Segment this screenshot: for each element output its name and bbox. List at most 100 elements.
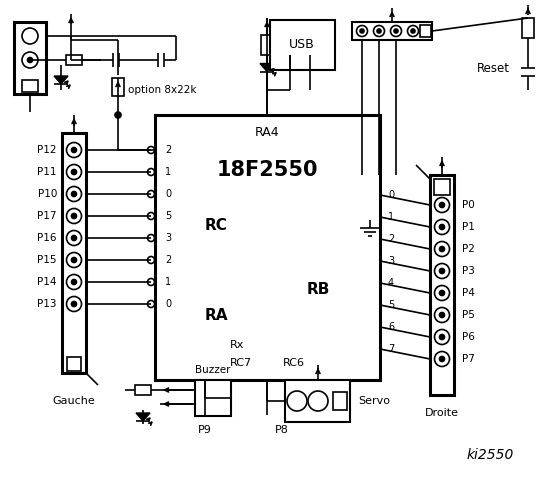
Text: 1: 1: [388, 212, 394, 222]
Text: P0: P0: [462, 200, 474, 210]
Text: P5: P5: [462, 310, 475, 320]
Text: P10: P10: [38, 189, 57, 199]
Circle shape: [411, 29, 415, 33]
Bar: [155, 115, 380, 380]
Text: RC7: RC7: [230, 358, 252, 368]
Text: P14: P14: [38, 277, 57, 287]
Text: P6: P6: [462, 332, 475, 342]
Text: Rx: Rx: [230, 340, 244, 350]
Bar: [430, 175, 454, 395]
Circle shape: [357, 25, 368, 36]
Circle shape: [148, 168, 154, 176]
Text: Droite: Droite: [425, 408, 459, 418]
Text: RA: RA: [205, 308, 228, 323]
Bar: [270, 20, 335, 70]
Text: P16: P16: [38, 233, 57, 243]
Text: 3: 3: [388, 256, 394, 266]
Circle shape: [360, 29, 364, 33]
Text: 5: 5: [165, 211, 171, 221]
Bar: [195, 380, 231, 416]
Circle shape: [148, 146, 154, 154]
Circle shape: [435, 329, 450, 345]
Bar: [112, 78, 124, 96]
Circle shape: [435, 197, 450, 213]
Circle shape: [440, 312, 445, 317]
Circle shape: [435, 264, 450, 278]
Polygon shape: [136, 413, 150, 421]
Text: 18F2550: 18F2550: [217, 160, 318, 180]
Circle shape: [440, 225, 445, 229]
Bar: [352, 22, 432, 40]
Circle shape: [394, 29, 398, 33]
Text: 0: 0: [388, 190, 394, 200]
Circle shape: [435, 219, 450, 235]
Text: P3: P3: [462, 266, 475, 276]
Text: P13: P13: [38, 299, 57, 309]
Circle shape: [115, 112, 121, 118]
Text: 3: 3: [165, 233, 171, 243]
Bar: [333, 392, 347, 410]
Polygon shape: [54, 76, 68, 84]
Circle shape: [66, 143, 81, 157]
Text: 2: 2: [165, 145, 171, 155]
Bar: [434, 179, 450, 195]
Text: Servo: Servo: [358, 396, 390, 406]
Bar: [22, 80, 38, 92]
Circle shape: [390, 25, 401, 36]
Circle shape: [148, 278, 154, 286]
Circle shape: [287, 391, 307, 411]
Circle shape: [435, 308, 450, 323]
Text: USB: USB: [289, 38, 315, 51]
Text: P9: P9: [198, 425, 212, 435]
Circle shape: [28, 58, 33, 62]
Text: Reset: Reset: [477, 61, 510, 74]
Text: 2: 2: [165, 255, 171, 265]
Text: 6: 6: [388, 322, 394, 332]
Circle shape: [71, 192, 76, 196]
Circle shape: [71, 257, 76, 263]
Bar: [522, 18, 534, 38]
Text: ki2550: ki2550: [466, 448, 514, 462]
Circle shape: [66, 297, 81, 312]
Text: 7: 7: [388, 344, 394, 354]
Text: RB: RB: [306, 283, 330, 298]
Circle shape: [377, 29, 381, 33]
Circle shape: [66, 208, 81, 224]
Circle shape: [308, 391, 328, 411]
Text: option 8x22k: option 8x22k: [128, 85, 196, 95]
Text: P7: P7: [462, 354, 475, 364]
Text: P11: P11: [38, 167, 57, 177]
Circle shape: [66, 230, 81, 245]
Text: 1: 1: [165, 277, 171, 287]
Text: Buzzer: Buzzer: [195, 365, 231, 375]
Circle shape: [440, 357, 445, 361]
Circle shape: [71, 236, 76, 240]
Text: P17: P17: [38, 211, 57, 221]
Text: P12: P12: [38, 145, 57, 155]
Circle shape: [71, 169, 76, 175]
Circle shape: [440, 290, 445, 296]
Text: P1: P1: [462, 222, 475, 232]
Bar: [420, 25, 431, 37]
Bar: [67, 357, 81, 371]
Circle shape: [435, 351, 450, 367]
Polygon shape: [260, 63, 274, 72]
Bar: [65, 55, 81, 65]
Circle shape: [148, 235, 154, 241]
Text: P2: P2: [462, 244, 475, 254]
Text: P8: P8: [275, 425, 289, 435]
Bar: [62, 133, 86, 373]
Circle shape: [22, 28, 38, 44]
Text: Gauche: Gauche: [53, 396, 95, 406]
Text: RA4: RA4: [255, 127, 280, 140]
Text: P4: P4: [462, 288, 475, 298]
Circle shape: [66, 275, 81, 289]
Bar: [14, 22, 46, 94]
Text: 4: 4: [388, 278, 394, 288]
Circle shape: [66, 187, 81, 202]
Text: RC6: RC6: [283, 358, 305, 368]
Text: 2: 2: [388, 234, 394, 244]
Circle shape: [440, 268, 445, 274]
Circle shape: [435, 286, 450, 300]
Bar: [134, 385, 150, 395]
